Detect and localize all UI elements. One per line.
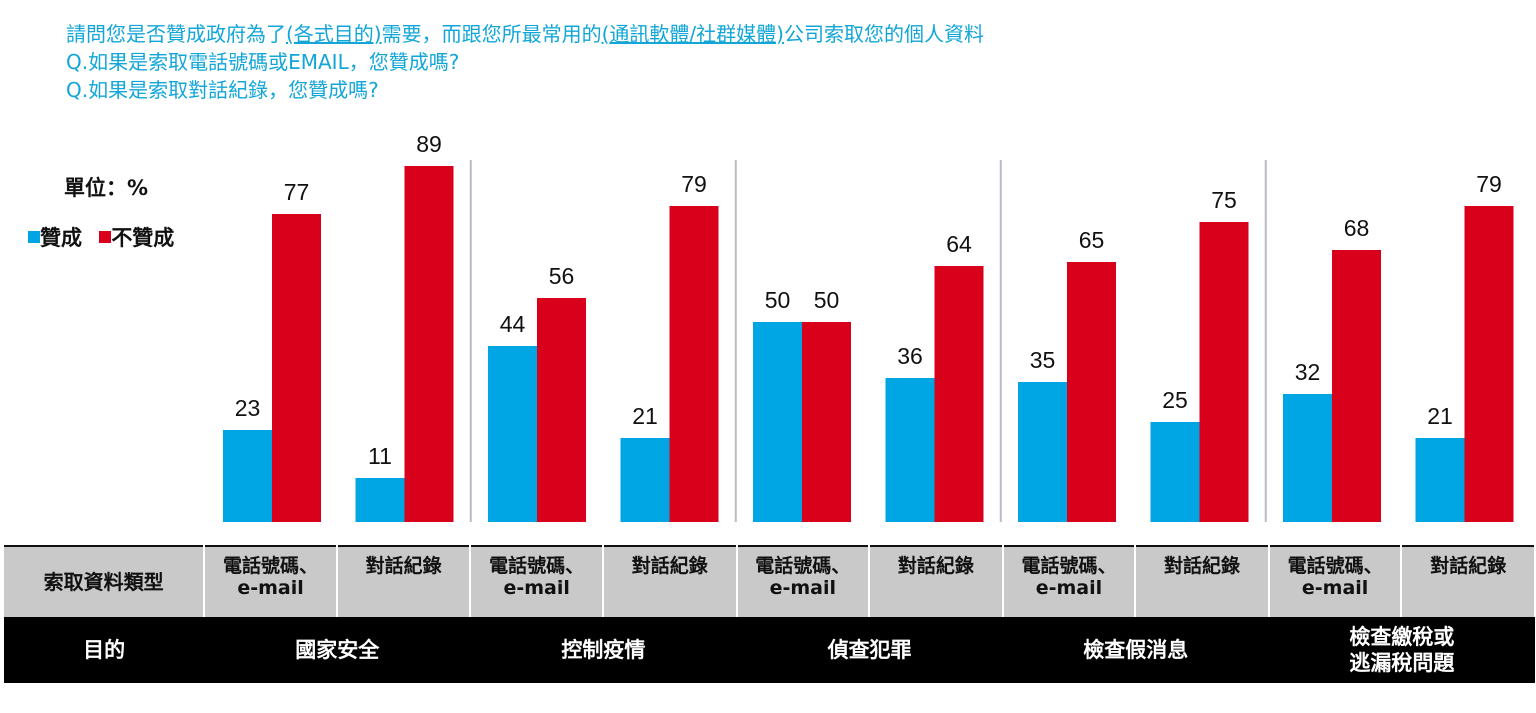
value-label-agree: 44 <box>500 311 526 337</box>
bar-agree <box>885 378 935 522</box>
purpose-fake-news-check: 檢查假消息 <box>1002 617 1269 683</box>
type-chat-log: 對話紀錄 <box>336 545 472 617</box>
bar-agree <box>753 322 802 522</box>
value-label-disagree: 79 <box>681 171 707 197</box>
purpose-placeholder: (各式目的) <box>286 22 382 46</box>
type-phone-line1: 電話號碼、 <box>1021 555 1117 577</box>
category-table: 索取資料類型 電話號碼、 e-mail 對話紀錄 電話號碼、 e-mail 對話紀錄… <box>4 545 1536 683</box>
type-phone-line2: e-mail <box>237 577 304 599</box>
value-label-disagree: 89 <box>416 131 442 157</box>
type-chat-log: 對話紀錄 <box>1135 545 1270 617</box>
type-phone-line2: e-mail <box>1301 577 1369 599</box>
type-phone-email: 電話號碼、 e-mail <box>470 545 604 617</box>
type-phone-email: 電話號碼、 e-mail <box>1002 545 1137 617</box>
value-label-agree: 11 <box>368 443 392 469</box>
type-phone-line2: e-mail <box>769 577 837 599</box>
value-label-disagree: 56 <box>549 263 575 289</box>
bar-agree <box>355 478 405 522</box>
bar-agree <box>1283 394 1332 522</box>
bar-chart: 23 77 11 89 44 56 21 79 50 50 36 64 35 65 25 75 32 68 21 79 <box>223 131 1514 522</box>
question-line-3: Q.如果是索取對話紀錄，您贊成嗎? <box>66 78 379 102</box>
type-chat-log: 對話紀錄 <box>869 545 1004 617</box>
type-phone-line2: e-mail <box>503 577 570 599</box>
purpose-tax-line1: 檢查繳稅或 <box>1349 625 1455 649</box>
type-phone-line1: 電話號碼、 <box>223 555 319 577</box>
type-chat-log: 對話紀錄 <box>602 545 738 617</box>
value-label-disagree: 75 <box>1211 187 1237 213</box>
question-line-2: Q.如果是索取電話號碼或EMAIL，您贊成嗎? <box>66 50 460 74</box>
bar-agree <box>1018 382 1067 522</box>
bar-agree <box>620 438 670 522</box>
question-text-part: 需要，而跟您所最常用的 <box>381 22 602 46</box>
bar-disagree <box>404 166 454 522</box>
purpose-header: 目的 <box>4 617 205 683</box>
value-label-agree: 25 <box>1162 387 1188 413</box>
purpose-crime-investigation: 偵查犯罪 <box>736 617 1003 683</box>
question-line-1: 請問您是否贊成政府為了(各式目的)需要，而跟您所最常用的(通訊軟體/社群媒體)公… <box>66 20 984 48</box>
type-phone-email: 電話號碼、 e-mail <box>204 545 338 617</box>
bar-agree <box>488 346 537 522</box>
platform-placeholder: (通訊軟體/社群媒體) <box>601 22 784 46</box>
type-phone-line1: 電話號碼、 <box>489 555 585 577</box>
purpose-tax-line2: 逃漏稅問題 <box>1349 651 1455 675</box>
chart-legend: 贊成 不贊成 <box>28 222 174 252</box>
question-text: 請問您是否贊成政府為了(各式目的)需要，而跟您所最常用的(通訊軟體/社群媒體)公… <box>66 20 984 104</box>
value-label-disagree: 79 <box>1476 171 1502 197</box>
bar-disagree <box>1067 262 1116 522</box>
legend-agree-label: 贊成 <box>40 226 82 250</box>
purpose-national-security: 國家安全 <box>204 617 471 683</box>
legend-agree: 贊成 <box>28 222 82 252</box>
type-phone-email: 電話號碼、 e-mail <box>736 545 871 617</box>
value-label-agree: 21 <box>632 403 658 429</box>
question-text-part: 公司索取您的個人資料 <box>783 22 984 46</box>
value-label-agree: 50 <box>765 287 791 313</box>
data-type-header: 索取資料類型 <box>4 545 206 617</box>
bar-disagree <box>669 206 719 522</box>
bar-disagree <box>1332 250 1381 522</box>
bar-disagree <box>272 214 321 522</box>
value-label-disagree: 77 <box>284 179 310 205</box>
value-label-agree: 36 <box>897 343 923 369</box>
legend-agree-swatch <box>28 231 40 243</box>
type-chat-log: 對話紀錄 <box>1401 545 1536 617</box>
legend-disagree: 不贊成 <box>99 222 174 252</box>
purpose-epidemic-control: 控制疫情 <box>470 617 737 683</box>
value-label-agree: 23 <box>235 395 261 421</box>
bar-agree <box>223 430 272 522</box>
bar-disagree <box>1464 206 1514 522</box>
value-label-agree: 35 <box>1030 347 1056 373</box>
data-type-row: 索取資料類型 電話號碼、 e-mail 對話紀錄 電話號碼、 e-mail 對話紀錄… <box>4 545 1536 617</box>
bar-disagree <box>934 266 984 522</box>
bar-disagree <box>1199 222 1249 522</box>
type-phone-line2: e-mail <box>1035 577 1103 599</box>
legend-disagree-label: 不贊成 <box>111 226 175 250</box>
value-label-disagree: 50 <box>814 287 840 313</box>
bar-disagree <box>802 322 851 522</box>
value-label-disagree: 65 <box>1079 227 1105 253</box>
bar-agree <box>1150 422 1200 522</box>
value-label-disagree: 64 <box>946 231 972 257</box>
type-phone-line1: 電話號碼、 <box>755 555 851 577</box>
bar-agree <box>1415 438 1465 522</box>
value-label-agree: 21 <box>1427 403 1453 429</box>
legend-disagree-swatch <box>99 231 112 243</box>
type-phone-line1: 電話號碼、 <box>1287 555 1383 577</box>
unit-label: 單位：% <box>64 176 149 200</box>
value-label-agree: 32 <box>1295 359 1321 385</box>
purpose-tax-check: 檢查繳稅或 逃漏稅問題 <box>1268 617 1535 683</box>
question-text-part: 請問您是否贊成政府為了 <box>66 22 286 46</box>
purpose-row: 目的 國家安全 控制疫情 偵查犯罪 檢查假消息 檢查繳稅或 逃漏稅問題 <box>4 617 1535 683</box>
type-phone-email: 電話號碼、 e-mail <box>1268 545 1403 617</box>
bar-disagree <box>537 298 586 522</box>
value-label-disagree: 68 <box>1344 215 1370 241</box>
